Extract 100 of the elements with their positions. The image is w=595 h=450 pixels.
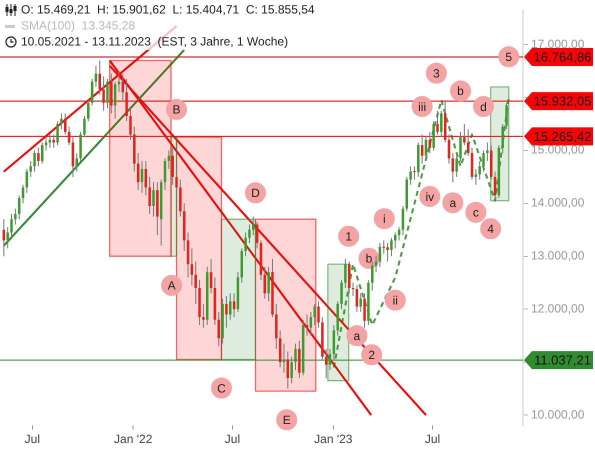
candlestick — [148, 176, 151, 214]
candlestick — [348, 261, 350, 294]
candlestick — [344, 258, 347, 289]
candlestick — [363, 292, 366, 328]
candlestick — [33, 150, 36, 172]
candlestick — [267, 266, 270, 302]
candlestick — [501, 123, 504, 154]
candlestick — [432, 120, 435, 151]
candlestick — [394, 232, 397, 249]
candlestick — [129, 108, 132, 140]
candlestick — [40, 142, 44, 164]
annotation: SMA(100) 13.345,28 — [21, 18, 136, 32]
candlestick — [118, 70, 120, 93]
candlestick — [122, 73, 124, 101]
candlestick — [455, 155, 458, 178]
candlestick — [98, 60, 102, 96]
candlestick — [225, 295, 228, 328]
candlestick — [52, 134, 55, 148]
candlestick — [114, 81, 116, 120]
candlestick — [313, 303, 316, 326]
candlestick — [171, 147, 174, 186]
candlestick — [356, 284, 358, 312]
annotation: B — [172, 102, 181, 117]
candlestick — [72, 136, 74, 178]
ref-line-label: 11.037,21 — [534, 352, 591, 368]
annotation: A — [168, 278, 176, 293]
candlestick — [402, 205, 404, 236]
candlestick — [90, 78, 94, 106]
x-tick-label: Jan '23 — [314, 432, 353, 446]
candlestick — [164, 158, 166, 191]
candlestick — [328, 348, 332, 371]
candlestick — [87, 100, 90, 122]
y-tick-label: 13.000,00 — [531, 248, 585, 263]
candlestick — [452, 152, 454, 183]
candlestick — [459, 131, 462, 162]
annotation: 1 — [345, 230, 352, 244]
candlestick — [294, 343, 297, 371]
candlestick — [140, 160, 144, 194]
candlestick — [474, 168, 478, 186]
candlestick — [448, 134, 450, 164]
candlestick — [76, 152, 78, 172]
candlestick — [68, 126, 70, 146]
annotation: b — [366, 252, 373, 266]
annotation: b — [457, 84, 464, 98]
annotation: E — [282, 413, 291, 428]
candlestick — [382, 240, 385, 254]
candlestick — [79, 131, 82, 162]
annotation: a — [449, 196, 456, 210]
annotation: ii — [392, 294, 398, 308]
annotation: a — [354, 328, 361, 343]
candlestick — [175, 166, 178, 199]
candlestick — [324, 348, 328, 378]
candlestick — [94, 65, 98, 88]
candlestick — [420, 134, 424, 164]
candlestick — [409, 166, 412, 186]
candlestick — [179, 179, 182, 218]
candlestick — [398, 226, 400, 241]
ref-line-label: 15.932,05 — [534, 94, 592, 109]
candlestick — [22, 184, 24, 204]
candlestick — [470, 147, 474, 180]
x-tick-label: Jul — [224, 432, 240, 446]
candlestick — [436, 110, 439, 136]
candlestick — [10, 213, 13, 238]
candlestick — [83, 116, 86, 138]
candlestick — [248, 224, 251, 244]
candlestick — [125, 78, 128, 122]
candlestick — [317, 300, 320, 328]
candlestick — [60, 112, 63, 130]
candlestick — [26, 168, 28, 194]
y-tick-label: 14.000,00 — [531, 196, 585, 210]
annotation: C — [217, 381, 226, 396]
candlestick — [29, 160, 32, 178]
annotation: i — [382, 212, 386, 226]
candlestick — [56, 120, 59, 146]
candlestick — [374, 256, 378, 273]
candlestick — [352, 282, 354, 296]
candlestick — [202, 303, 205, 328]
candlestick — [264, 266, 266, 300]
candlestick — [440, 110, 443, 138]
annotation: 3 — [433, 66, 440, 80]
x-tick-label: Jul — [424, 432, 440, 446]
candlestick — [413, 166, 416, 180]
y-tick-label: 17.000,00 — [531, 36, 585, 51]
candlestick — [256, 221, 258, 249]
annotation: d — [480, 100, 487, 114]
candlestick — [102, 76, 105, 112]
chart-title: O: 15.469,21 H: 15.901,62 L: 15.404,71 C: 15.855,54 — [21, 2, 315, 16]
candlestick — [244, 232, 247, 257]
text: 10.05.2021 - 13.11.2023 (EST, 3 Jahre, 1 Woche) — [21, 34, 288, 48]
candlestick — [370, 261, 374, 292]
candlestick — [466, 128, 470, 156]
candlestick — [229, 292, 232, 320]
candlestick — [390, 237, 393, 257]
ref-line-label: 16.764,86 — [534, 50, 592, 65]
candlestick — [168, 150, 170, 170]
candlestick — [252, 216, 255, 236]
line-series — [332, 96, 510, 368]
annotation: c — [472, 206, 479, 220]
y-tick-label: 12.000,00 — [531, 301, 585, 316]
candlestick — [144, 160, 148, 196]
